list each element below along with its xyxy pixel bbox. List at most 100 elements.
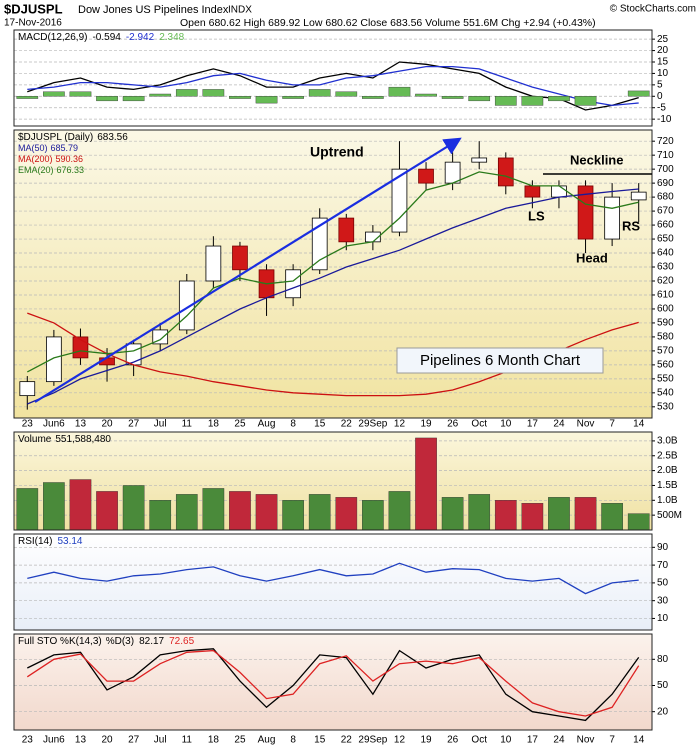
bar (175, 494, 198, 531)
panel-frame (13, 29, 653, 127)
bar (441, 497, 464, 531)
bar (149, 93, 172, 97)
y-tick-label: 2.5B (657, 450, 678, 461)
x-tick-label: 25 (234, 735, 246, 746)
x-tick-label: 12 (394, 419, 406, 430)
legend-value: 551,588,480 (55, 434, 111, 445)
x-tick-label: 14 (633, 419, 645, 430)
legend-entry: MA(50) 685.79 (18, 143, 78, 153)
bar (43, 482, 65, 531)
bar (43, 91, 65, 97)
candle-body (311, 217, 328, 271)
series-line (27, 562, 639, 595)
credit: © StockCharts.com (610, 4, 696, 15)
x-tick-label: 23 (22, 735, 34, 746)
bar (468, 96, 491, 102)
y-tick-label: 500M (657, 510, 682, 521)
panel-frame (13, 633, 653, 731)
panel-background (14, 534, 652, 630)
x-tick-label: 7 (609, 419, 615, 430)
x-tick-label: 11 (182, 419, 193, 430)
y-tick-label: 50 (657, 680, 669, 691)
legend-name: MA(200) (18, 154, 53, 164)
x-tick-label: 18 (208, 735, 220, 746)
y-tick-label: 15 (657, 57, 669, 68)
index-name: Dow Jones US Pipelines Index (78, 4, 229, 16)
y-tick-label: 530 (657, 401, 674, 412)
legend-name: MACD(12,26,9) (18, 32, 87, 43)
y-tick-label: 10 (657, 613, 669, 624)
x-tick-label: Aug (258, 419, 276, 430)
x-tick-label: Jun6 (43, 735, 65, 746)
candle-body (391, 168, 408, 233)
y-tick-label: 3.0B (657, 436, 678, 447)
y-tick-label: 50 (657, 578, 669, 589)
bar (601, 503, 623, 531)
x-tick-label: 26 (447, 735, 459, 746)
bar (16, 96, 39, 99)
bar (521, 503, 544, 531)
series-line (26, 171, 639, 373)
bar (627, 513, 650, 531)
y-tick-label: 20 (657, 706, 669, 717)
y-tick-label: 700 (657, 164, 674, 175)
y-tick-label: 720 (657, 136, 674, 147)
legend-entry: $DJUSPL (Daily) 683.56 (18, 132, 128, 143)
legend-value: -2.942 (126, 32, 155, 43)
bar (335, 497, 358, 531)
y-tick-label: 10 (657, 68, 669, 79)
bar (122, 96, 145, 102)
x-tick-label: 20 (101, 419, 113, 430)
bar (494, 96, 517, 106)
bar (362, 96, 384, 99)
series-line (26, 649, 640, 717)
y-tick-label: 670 (657, 206, 674, 217)
x-tick-label: 27 (128, 735, 140, 746)
annotation: Head (576, 250, 608, 265)
y-tick-label: -10 (657, 114, 672, 125)
legend-value: 72.65 (169, 636, 194, 647)
legend-name: %D(3) (106, 636, 134, 647)
uptrend-arrow (34, 137, 462, 403)
x-tick-label: Jul (154, 735, 167, 746)
candle-body (418, 168, 434, 184)
chart-label: Pipelines 6 Month Chart (420, 352, 581, 369)
panel-background (14, 432, 652, 530)
y-tick-label: 90 (657, 542, 669, 553)
y-tick-label: 560 (657, 360, 674, 371)
legend-value: 2.348 (159, 32, 184, 43)
x-tick-label: 19 (420, 419, 432, 430)
x-tick-label: 20 (101, 735, 113, 746)
bar (149, 500, 172, 531)
candle-body (19, 381, 36, 397)
bar (255, 494, 278, 531)
bar (494, 500, 517, 531)
x-tick-label: 23 (22, 419, 34, 430)
legend-value: 53.14 (57, 536, 82, 547)
y-tick-label: 80 (657, 654, 669, 665)
x-tick-label: 19 (420, 735, 432, 746)
series-line (27, 65, 639, 107)
bar (627, 90, 650, 97)
x-tick-label: Oct (471, 735, 487, 746)
y-tick-label: 5 (657, 79, 663, 90)
bar (548, 497, 570, 531)
x-tick-label: 24 (553, 735, 565, 746)
bar (96, 96, 118, 102)
bar (335, 91, 358, 97)
legend: Full STO %K(14,3) %D(3) 82.17 72.65 (18, 636, 195, 647)
bar (202, 488, 225, 531)
symbol: $DJUSPL (4, 1, 63, 16)
x-tick-label: 29Sep (358, 735, 387, 746)
legend-name: Volume (18, 434, 52, 445)
x-tick-label: Aug (258, 735, 276, 746)
y-tick-label: 690 (657, 178, 674, 189)
y-tick-label: 2.0B (657, 465, 678, 476)
bar (548, 96, 570, 102)
y-tick-label: 640 (657, 248, 674, 259)
annotation: Uptrend (310, 144, 364, 160)
candle-body (205, 245, 222, 282)
candle-body (338, 217, 355, 243)
candle-body (604, 196, 620, 240)
